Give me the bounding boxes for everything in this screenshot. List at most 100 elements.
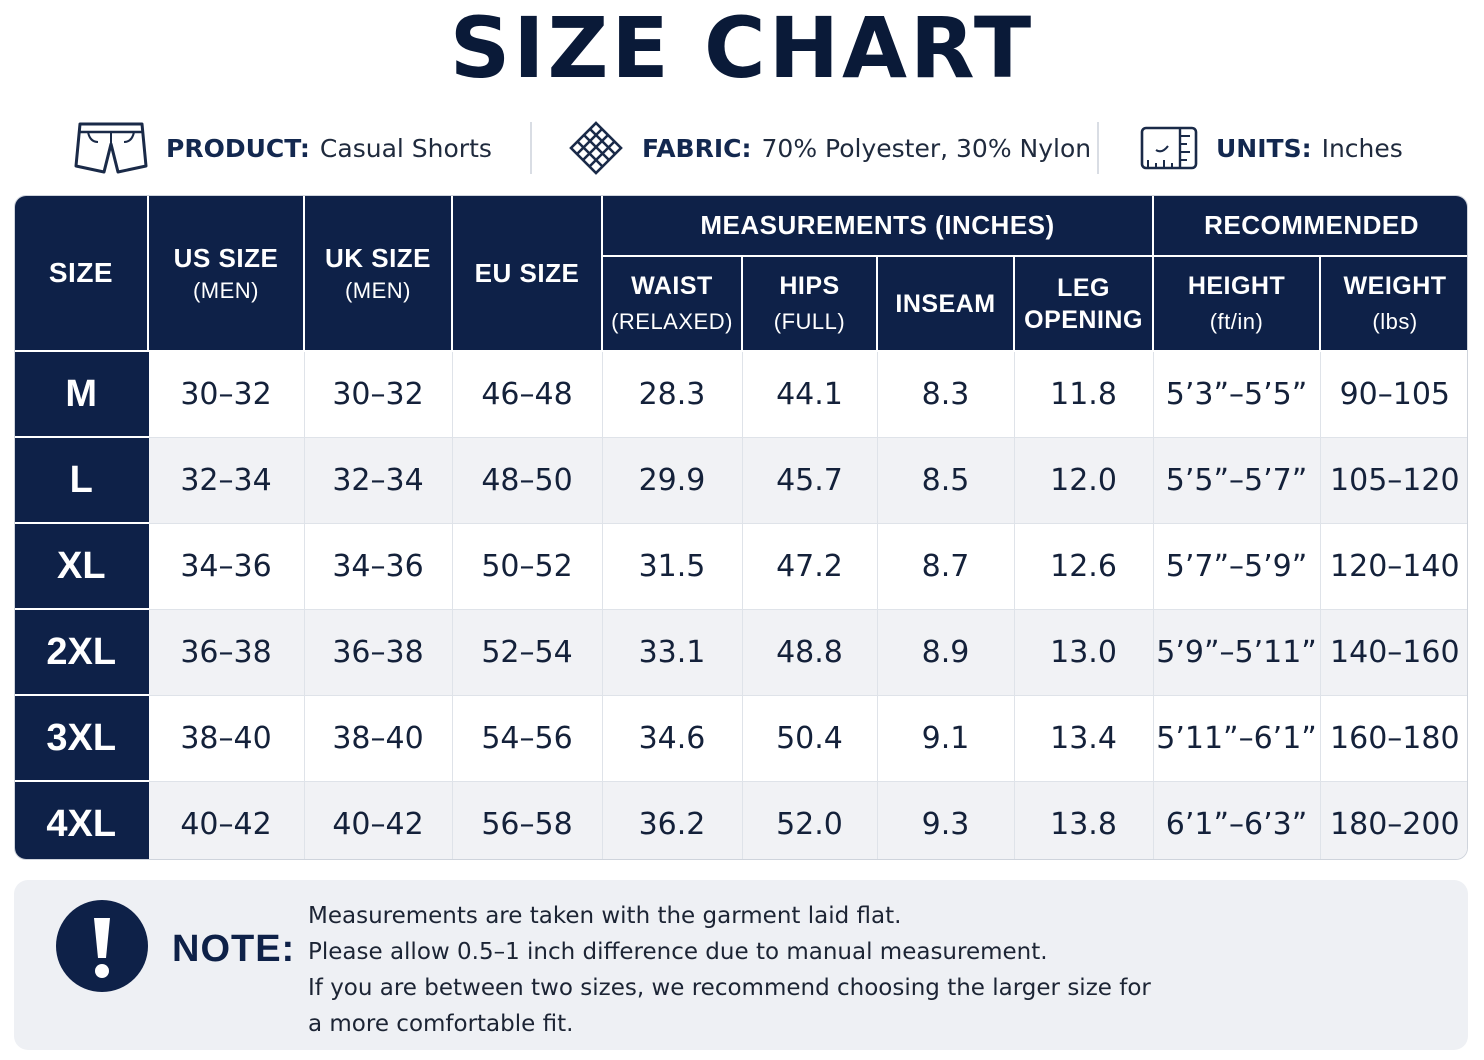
header-uk-size-main: UK SIZE [324, 242, 432, 273]
note-line: If you are between two sizes, we recomme… [308, 975, 1151, 1001]
header-height: HEIGHT (ft/in) [1152, 256, 1322, 352]
exclamation-icon [56, 900, 148, 992]
us-size-cell: 32–34 [147, 436, 305, 524]
header-weight-sub: (lbs) [1372, 308, 1418, 334]
fabric-info: FABRIC: 70% Polyester, 30% Nylon [568, 112, 1091, 184]
note-line: a more comfortable fit. [308, 1011, 574, 1037]
size-table: SIZE US SIZE (MEN) UK SIZE (MEN) EU SIZE… [15, 196, 1467, 859]
product-info: PRODUCT: Casual Shorts [74, 112, 492, 184]
header-uk-size-sub: (MEN) [344, 277, 412, 303]
header-height-main: HEIGHT [1187, 271, 1286, 300]
leg-opening-cell: 13.4 [1013, 694, 1154, 782]
header-us-size-sub: (MEN) [192, 277, 260, 303]
note-box: NOTE: Measurements are taken with the ga… [14, 880, 1468, 1050]
product-value: Casual Shorts [319, 133, 492, 163]
inseam-cell: 8.9 [876, 608, 1015, 696]
waist-cell: 33.1 [601, 608, 743, 696]
header-us-size: US SIZE (MEN) [147, 196, 305, 352]
header-hips-sub: (FULL) [773, 308, 846, 334]
waist-cell: 28.3 [601, 350, 743, 438]
header-weight-main: WEIGHT [1343, 271, 1447, 300]
table-row: XL 34–36 34–36 50–52 31.5 47.2 8.7 12.6 … [15, 522, 1467, 610]
units-label: UNITS: [1216, 133, 1312, 163]
header-hips-main: HIPS [779, 271, 840, 300]
waist-cell: 31.5 [601, 522, 743, 610]
header-measurements-group: MEASUREMENTS (INCHES) [600, 196, 1155, 257]
eu-size-cell: 48–50 [451, 436, 603, 524]
eu-size-cell: 50–52 [451, 522, 603, 610]
us-size-cell: 30–32 [147, 350, 305, 438]
weight-cell: 160–180 [1319, 694, 1467, 782]
uk-size-cell: 36–38 [303, 608, 453, 696]
table-row: M 30–32 30–32 46–48 28.3 44.1 8.3 11.8 5… [15, 350, 1467, 438]
hips-cell: 48.8 [741, 608, 878, 696]
leg-opening-cell: 12.6 [1013, 522, 1154, 610]
units-value: Inches [1321, 133, 1403, 163]
uk-size-cell: 30–32 [303, 350, 453, 438]
height-cell: 5’9”–5’11” [1152, 608, 1321, 696]
weight-cell: 90–105 [1319, 350, 1467, 438]
header-hips: HIPS (FULL) [741, 256, 878, 352]
hips-cell: 47.2 [741, 522, 878, 610]
page-title: SIZE CHART [449, 0, 1035, 97]
size-cell: XL [15, 522, 149, 610]
product-info-bar: PRODUCT: Casual Shorts FABRIC: 70% Polye… [0, 112, 1484, 184]
size-cell: L [15, 436, 149, 524]
note-line: Please allow 0.5–1 inch difference due t… [308, 939, 1048, 965]
header-us-size-main: US SIZE [173, 242, 279, 273]
us-size-cell: 36–38 [147, 608, 305, 696]
waist-cell: 36.2 [601, 780, 743, 859]
hips-cell: 52.0 [741, 780, 878, 859]
fabric-weave-icon [569, 121, 623, 175]
leg-opening-cell: 13.8 [1013, 780, 1154, 859]
header-leg-sub: OPENING [1024, 305, 1143, 334]
inseam-cell: 8.7 [876, 522, 1015, 610]
header-size: SIZE [15, 196, 149, 352]
header-leg-main: LEG [1057, 273, 1110, 302]
header-waist-sub: (RELAXED) [611, 308, 733, 334]
waist-cell: 34.6 [601, 694, 743, 782]
size-cell: M [15, 350, 149, 438]
uk-size-cell: 38–40 [303, 694, 453, 782]
note-text: Measurements are taken with the garment … [308, 898, 1428, 1042]
fabric-value: 70% Polyester, 30% Nylon [761, 133, 1092, 163]
hips-cell: 45.7 [741, 436, 878, 524]
eu-size-cell: 52–54 [451, 608, 603, 696]
measuring-tape-icon [1140, 126, 1198, 170]
height-cell: 5’5”–5’7” [1152, 436, 1321, 524]
size-table-container: SIZE US SIZE (MEN) UK SIZE (MEN) EU SIZE… [14, 195, 1468, 860]
leg-opening-cell: 12.0 [1013, 436, 1154, 524]
inseam-cell: 9.3 [876, 780, 1015, 859]
shorts-icon [74, 122, 148, 174]
eu-size-cell: 54–56 [451, 694, 603, 782]
us-size-cell: 40–42 [147, 780, 305, 859]
fabric-label: FABRIC: [642, 133, 752, 163]
weight-cell: 180–200 [1319, 780, 1467, 859]
uk-size-cell: 34–36 [303, 522, 453, 610]
inseam-cell: 9.1 [876, 694, 1015, 782]
height-cell: 5’11”–6’1” [1152, 694, 1321, 782]
header-leg-opening: LEG OPENING [1012, 256, 1155, 352]
height-cell: 5’3”–5’5” [1152, 350, 1321, 438]
header-waist: WAIST (RELAXED) [601, 256, 743, 352]
eu-size-cell: 56–58 [451, 780, 603, 859]
hips-cell: 44.1 [741, 350, 878, 438]
weight-cell: 140–160 [1319, 608, 1467, 696]
size-cell: 4XL [15, 780, 149, 859]
hips-cell: 50.4 [741, 694, 878, 782]
us-size-cell: 34–36 [147, 522, 305, 610]
uk-size-cell: 40–42 [303, 780, 453, 859]
size-cell: 3XL [15, 694, 149, 782]
eu-size-cell: 46–48 [451, 350, 603, 438]
table-row: 3XL 38–40 38–40 54–56 34.6 50.4 9.1 13.4… [15, 694, 1467, 782]
us-size-cell: 38–40 [147, 694, 305, 782]
waist-cell: 29.9 [601, 436, 743, 524]
weight-cell: 105–120 [1319, 436, 1467, 524]
weight-cell: 120–140 [1319, 522, 1467, 610]
divider [1097, 122, 1099, 174]
product-label: PRODUCT: [166, 133, 310, 163]
divider [530, 122, 532, 174]
table-row: 4XL 40–42 40–42 56–58 36.2 52.0 9.3 13.8… [15, 780, 1467, 859]
table-row: L 32–34 32–34 48–50 29.9 45.7 8.5 12.0 5… [15, 436, 1467, 524]
note-line: Measurements are taken with the garment … [308, 903, 902, 929]
